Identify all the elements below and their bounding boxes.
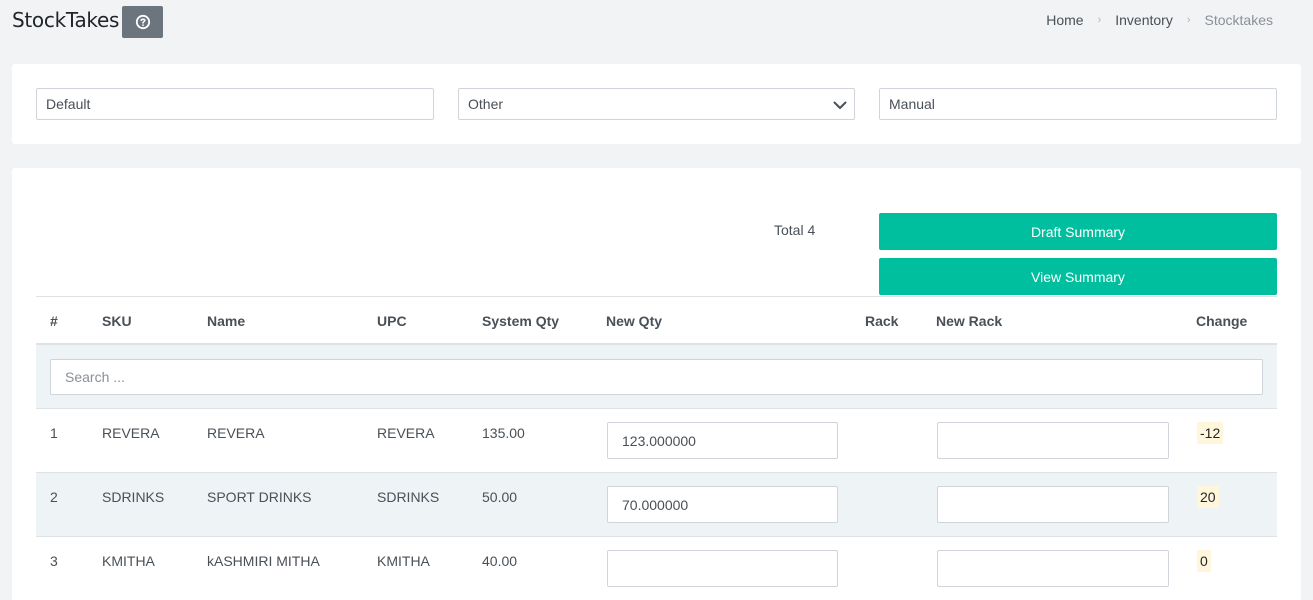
header-upc: UPC	[377, 313, 407, 329]
breadcrumb: Home › Inventory › Stocktakes	[1046, 12, 1273, 28]
change-badge: 0	[1197, 550, 1211, 572]
chevron-down-icon	[833, 101, 847, 109]
header-num: #	[50, 313, 58, 329]
new-rack-input[interactable]	[937, 422, 1169, 459]
breadcrumb-stocktakes: Stocktakes	[1204, 12, 1273, 28]
cell-num: 3	[50, 553, 58, 569]
header-change: Change	[1196, 313, 1248, 329]
filter-mode-field[interactable]: Manual	[879, 88, 1277, 120]
change-badge: 20	[1197, 486, 1219, 508]
cell-system-qty: 135.00	[482, 425, 525, 441]
breadcrumb-home[interactable]: Home	[1046, 12, 1084, 28]
header-new-rack: New Rack	[936, 313, 1003, 329]
table-row: 3 KMITHA kASHMIRI MITHA KMITHA 40.00 0	[36, 537, 1277, 600]
header-name: Name	[207, 313, 246, 329]
stocktake-card: Total 4 Draft Summary View Summary # SKU…	[12, 168, 1301, 600]
cell-upc: SDRINKS	[377, 489, 440, 505]
page-title: StockTakes	[12, 8, 120, 32]
cell-num: 1	[50, 425, 58, 441]
header-sku: SKU	[102, 313, 132, 329]
header-new-qty: New Qty	[606, 313, 663, 329]
new-rack-input[interactable]	[937, 550, 1169, 587]
cell-upc: KMITHA	[377, 553, 430, 569]
filters-card: Default Other Manual	[12, 64, 1301, 144]
new-qty-input[interactable]	[607, 550, 838, 587]
stocktake-table: # SKU Name UPC System Qty New Qty Rack N…	[36, 296, 1277, 600]
table-row: 2 SDRINKS SPORT DRINKS SDRINKS 50.00 20	[36, 473, 1277, 537]
table-row: 1 REVERA REVERA REVERA 135.00 -12	[36, 409, 1277, 473]
new-qty-input[interactable]	[607, 422, 838, 459]
filter-default-field[interactable]: Default	[36, 88, 434, 120]
cell-sku: REVERA	[102, 425, 160, 441]
total-count: Total 4	[774, 222, 816, 238]
filter-default-value: Default	[46, 96, 91, 112]
cell-system-qty: 40.00	[482, 553, 518, 569]
cell-name: kASHMIRI MITHA	[207, 553, 320, 569]
draft-summary-button[interactable]: Draft Summary	[879, 213, 1277, 250]
chevron-right-icon: ›	[1186, 14, 1191, 26]
change-badge: -12	[1197, 422, 1224, 444]
cell-name: SPORT DRINKS	[207, 489, 312, 505]
search-row	[36, 345, 1277, 409]
help-button[interactable]	[122, 6, 163, 38]
breadcrumb-inventory[interactable]: Inventory	[1115, 12, 1173, 28]
cell-name: REVERA	[207, 425, 265, 441]
cell-num: 2	[50, 489, 58, 505]
header-system-qty: System Qty	[482, 313, 560, 329]
question-circle-icon	[135, 14, 150, 30]
table-header: # SKU Name UPC System Qty New Qty Rack N…	[36, 296, 1277, 345]
cell-sku: KMITHA	[102, 553, 155, 569]
filter-type-value: Other	[468, 96, 504, 112]
view-summary-button[interactable]: View Summary	[879, 258, 1277, 295]
chevron-right-icon: ›	[1097, 14, 1102, 26]
cell-system-qty: 50.00	[482, 489, 518, 505]
filter-type-select[interactable]: Other	[458, 88, 855, 120]
new-qty-input[interactable]	[607, 486, 838, 523]
cell-sku: SDRINKS	[102, 489, 165, 505]
header-rack: Rack	[865, 313, 899, 329]
filter-mode-value: Manual	[889, 96, 935, 112]
new-rack-input[interactable]	[937, 486, 1169, 523]
cell-upc: REVERA	[377, 425, 435, 441]
search-input[interactable]	[50, 359, 1263, 395]
